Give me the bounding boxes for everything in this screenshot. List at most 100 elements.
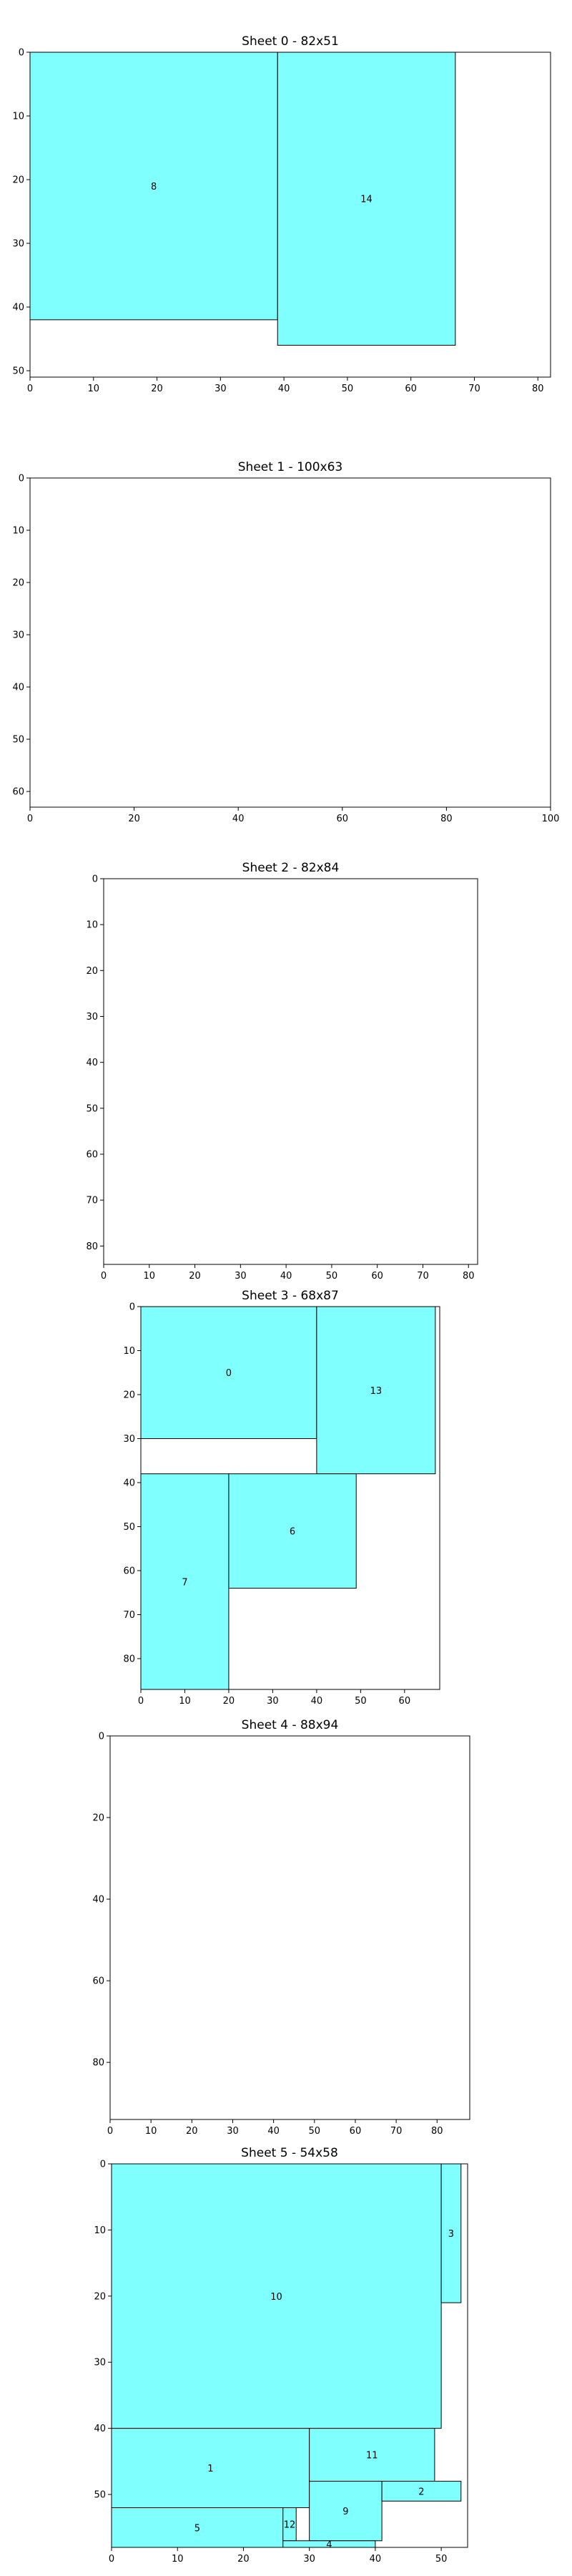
- sheet-4-title: Sheet 4 - 88x94: [242, 1718, 339, 1732]
- sheet-5-piece-5-label: 5: [194, 2523, 200, 2534]
- sheet-5-xtick-label: 0: [109, 2554, 114, 2565]
- sheet-1-ytick-label: 0: [19, 474, 24, 484]
- sheet-4-xtick-label: 40: [267, 2126, 280, 2137]
- sheet-3-title: Sheet 3 - 68x87: [242, 1289, 339, 1303]
- sheet-1-ytick-label: 20: [12, 578, 24, 589]
- sheet-4-ytick-label: 20: [92, 1813, 104, 1824]
- sheet-3-ytick-label: 80: [123, 1654, 135, 1664]
- sheet-1-xtick-label: 60: [337, 814, 349, 824]
- sheet-5-ytick-label: 50: [94, 2490, 106, 2501]
- sheet-2-plot: Sheet 2 - 82x84 0 10 20 30 40 50 60 70 80 0 10 20 30 4…: [86, 861, 478, 1282]
- sheet-2-xtick-label: 60: [371, 1271, 383, 1282]
- sheet-3-ytick-label: 40: [123, 1478, 135, 1488]
- sheet-5-piece-2-label: 2: [418, 2487, 424, 2497]
- sheet-4-xtick-label: 20: [186, 2126, 198, 2137]
- sheet-3-xtick-label: 0: [138, 1696, 144, 1707]
- sheet-5-ytick-label: 0: [100, 2160, 106, 2170]
- sheet-2-xtick-label: 70: [417, 1271, 429, 1282]
- sheet-0-title: Sheet 0 - 82x51: [242, 34, 339, 49]
- sheet-5-ytick-label: 40: [94, 2424, 106, 2434]
- sheet-0-ytick-label: 30: [12, 239, 24, 250]
- sheet-0-ytick-label: 50: [12, 366, 24, 377]
- sheet-0-xtick-label: 40: [278, 384, 290, 394]
- sheet-2-ytick-label: 60: [86, 1150, 98, 1161]
- sheet-5-xtick-label: 40: [370, 2554, 382, 2565]
- sheet-0-xtick-label: 80: [532, 384, 544, 394]
- sheet-2-ytick-label: 40: [86, 1058, 98, 1068]
- sheet-5-xtick-label: 50: [435, 2554, 448, 2565]
- sheet-5-piece-9-label: 9: [342, 2507, 348, 2517]
- sheet-5-ytick-label: 10: [94, 2225, 106, 2236]
- sheet-1-xtick-label: 80: [440, 814, 453, 824]
- sheet-3-ytick-label: 50: [123, 1522, 135, 1533]
- sheet-3-ytick-label: 0: [129, 1302, 135, 1313]
- sheet-3-piece-13-label: 13: [370, 1386, 383, 1397]
- sheet-1-xtick-label: 0: [27, 814, 33, 824]
- sheet-3-xtick-label: 60: [399, 1696, 411, 1707]
- sheet-2-xtick-label: 30: [235, 1271, 247, 1282]
- sheet-3-piece-0: [140, 1306, 317, 1439]
- sheet-1-xtick-label: 100: [542, 814, 560, 824]
- sheet-5-piece-1: [111, 2428, 310, 2509]
- sheet-0-ytick-label: 0: [19, 48, 24, 59]
- sheet-5-piece-11: [309, 2428, 435, 2482]
- sheet-2-axes-frame: [103, 878, 478, 1265]
- sheet-5-piece-3-label: 3: [448, 2229, 454, 2240]
- sheet-2-ytick-label: 80: [86, 1241, 98, 1252]
- sheet-5-piece-4-label: 4: [326, 2540, 332, 2550]
- sheet-2-ytick-label: 70: [86, 1196, 98, 1206]
- sheet-1-ytick-label: 30: [12, 630, 24, 641]
- sheet-5-piece-3: [440, 2163, 462, 2303]
- sheet-3-xtick-label: 10: [179, 1696, 191, 1707]
- sheet-3-piece-6-label: 6: [290, 1527, 295, 1538]
- sheet-1-title: Sheet 1 - 100x63: [238, 460, 342, 474]
- sheet-2-ytick-label: 10: [86, 920, 98, 931]
- sheet-0-piece-8: [29, 52, 278, 321]
- sheet-1-ytick-label: 40: [12, 683, 24, 693]
- sheet-3-ytick-label: 60: [123, 1566, 135, 1576]
- sheet-4-xtick-label: 60: [350, 2126, 362, 2137]
- sheet-5-piece-1-label: 1: [207, 2464, 213, 2474]
- sheet-5-piece-11-label: 11: [366, 2451, 378, 2462]
- sheet-0-piece-14-label: 14: [360, 195, 373, 205]
- sheet-2-ytick-label: 30: [86, 1012, 98, 1023]
- sheet-4-xtick-label: 30: [227, 2126, 239, 2137]
- sheet-0-piece-14: [277, 52, 456, 346]
- sheet-0-xtick-label: 0: [27, 384, 33, 394]
- sheet-2-xtick-label: 50: [326, 1271, 338, 1282]
- sheet-2-xtick-label: 80: [463, 1271, 475, 1282]
- sheet-1-xtick-label: 20: [128, 814, 140, 824]
- sheet-4-plot: Sheet 4 - 88x94 0 10 20 30 40 50 60 70 80 0 20 40 60 8…: [92, 1718, 470, 2137]
- sheet-2-ytick-label: 0: [92, 874, 98, 885]
- sheet-0-xtick-label: 20: [151, 384, 163, 394]
- sheet-3-piece-0-label: 0: [226, 1368, 232, 1379]
- sheet-0-ytick-label: 40: [12, 303, 24, 313]
- sheet-1-plot: Sheet 1 - 100x63 0 20 40 60 80 100 0 10 20 30 40 50 6…: [12, 460, 559, 824]
- sheet-0-xtick-label: 70: [468, 384, 480, 394]
- sheet-5-piece-12-label: 12: [284, 2520, 296, 2531]
- sheet-3-ytick-label: 30: [123, 1434, 135, 1445]
- sheet-0-xtick-label: 60: [405, 384, 417, 394]
- sheet-3-xtick-label: 20: [223, 1696, 235, 1707]
- sheet-0-axes-frame: [29, 52, 551, 378]
- sheet-2-xtick-label: 0: [101, 1271, 107, 1282]
- sheet-4-ytick-label: 0: [99, 1732, 104, 1742]
- sheet-1-ytick-label: 10: [12, 526, 24, 537]
- sheet-5-xtick-label: 20: [237, 2554, 250, 2565]
- sheet-3-xtick-label: 40: [311, 1696, 323, 1707]
- sheet-3-piece-13: [316, 1306, 436, 1475]
- sheet-0-ytick-label: 20: [12, 175, 24, 186]
- sheet-5-axes-frame: [111, 2163, 468, 2548]
- sheet-3-ytick-label: 10: [123, 1346, 135, 1357]
- sheet-5-title: Sheet 5 - 54x58: [241, 2146, 338, 2160]
- sheet-5-piece-9: [309, 2481, 383, 2542]
- sheet-5-ytick-label: 30: [94, 2358, 106, 2368]
- sheet-4-xtick-label: 0: [107, 2126, 113, 2137]
- sheet-0-piece-8-label: 8: [151, 182, 157, 192]
- sheet-4-xtick-label: 50: [309, 2126, 321, 2137]
- sheet-0-xtick-label: 10: [88, 384, 100, 394]
- sheet-4-axes-frame: [109, 1735, 470, 2120]
- sheet-2-ytick-label: 50: [86, 1103, 98, 1114]
